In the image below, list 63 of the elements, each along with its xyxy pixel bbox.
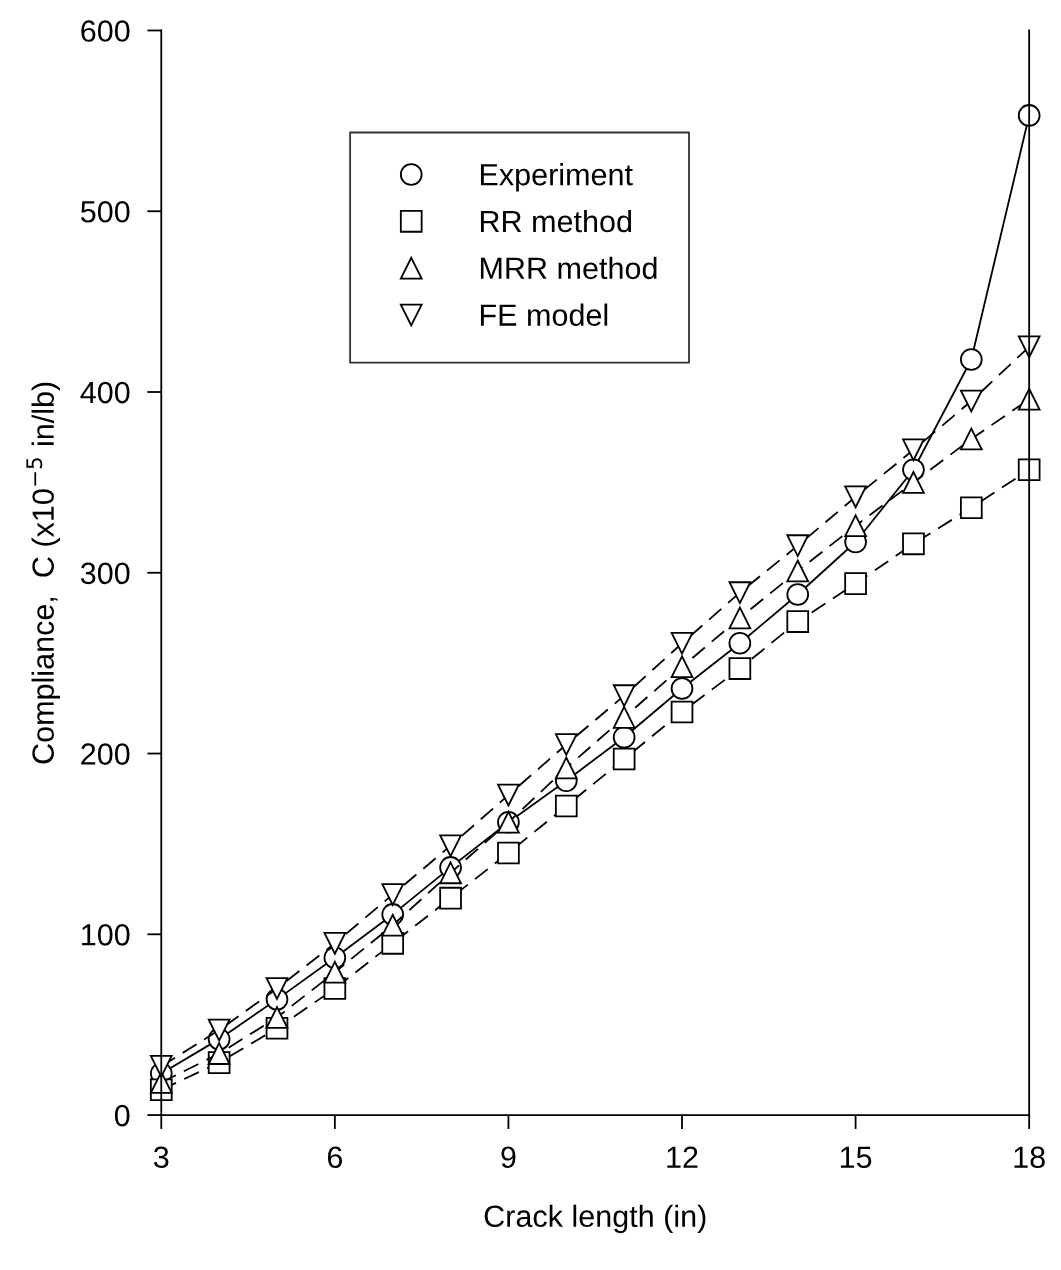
point — [439, 861, 462, 885]
legend-label: MRR method — [480, 256, 657, 280]
point — [439, 886, 462, 910]
point — [1017, 335, 1041, 359]
point — [670, 700, 694, 724]
point — [265, 977, 289, 1000]
point — [497, 783, 520, 807]
point — [554, 756, 578, 780]
y-axis-title: Compliance, C (x10$^{−5}$ in/lb) — [26, 382, 61, 764]
point — [612, 747, 636, 771]
point — [902, 438, 925, 462]
x-axis-title: Crack length (in) — [484, 1204, 706, 1234]
point — [323, 960, 347, 984]
point — [786, 610, 810, 633]
point — [786, 559, 810, 583]
y-tick-label: 600 — [81, 20, 130, 42]
point — [786, 534, 810, 557]
point — [902, 532, 925, 556]
point — [439, 834, 462, 858]
x-tick-label: 12 — [667, 1146, 698, 1168]
point — [844, 572, 867, 595]
y-tick-label: 400 — [80, 381, 130, 404]
point — [323, 932, 347, 955]
point — [959, 427, 983, 451]
point — [786, 583, 810, 606]
y-tick-label: 200 — [81, 743, 130, 765]
point — [207, 1042, 231, 1065]
point — [670, 677, 694, 700]
point — [1017, 458, 1041, 482]
point — [728, 606, 752, 630]
point — [207, 1018, 231, 1042]
y-tick-label: 300 — [80, 562, 130, 585]
point — [670, 631, 694, 655]
point — [959, 496, 983, 520]
x-tick-label: 3 — [153, 1146, 169, 1169]
x-tick-label: 6 — [327, 1146, 343, 1169]
point — [959, 348, 983, 371]
y-tick-label: 0 — [114, 1104, 130, 1127]
legend-label: RR method — [480, 209, 632, 233]
point — [554, 733, 578, 756]
point — [1017, 387, 1041, 411]
x-tick-label: 9 — [501, 1146, 516, 1169]
point — [381, 883, 405, 906]
y-tick-label: 100 — [82, 924, 130, 946]
point — [728, 631, 752, 655]
point — [728, 657, 752, 680]
point — [612, 684, 636, 708]
point — [728, 581, 752, 604]
point — [381, 913, 405, 937]
point — [670, 655, 694, 679]
point — [902, 471, 925, 494]
point — [554, 794, 578, 818]
x-tick-label: 15 — [840, 1146, 872, 1169]
legend-label: Experiment — [480, 163, 633, 192]
point — [497, 841, 520, 865]
point — [612, 706, 636, 729]
point — [844, 485, 867, 509]
x-tick-label: 18 — [1014, 1146, 1045, 1169]
point — [844, 514, 867, 538]
y-tick-label: 500 — [80, 200, 130, 223]
point — [959, 389, 983, 413]
point — [265, 1006, 289, 1029]
legend-label: FE model — [480, 303, 608, 326]
